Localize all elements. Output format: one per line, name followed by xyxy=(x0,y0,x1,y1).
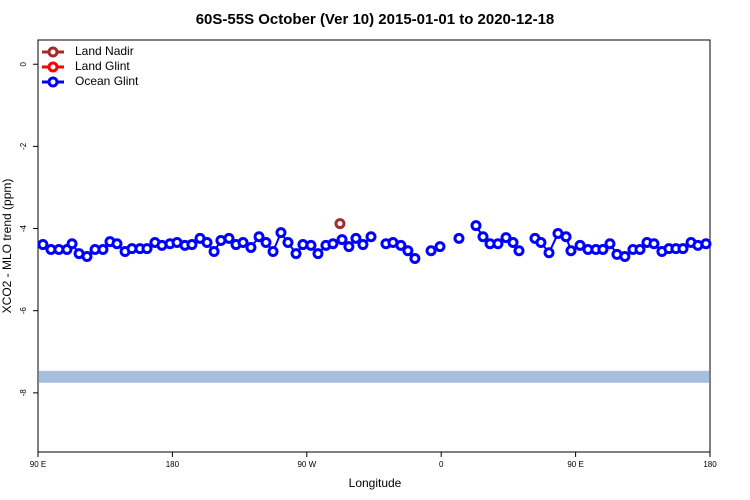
data-point xyxy=(312,248,324,260)
legend-label: Ocean Glint xyxy=(75,74,139,88)
data-point xyxy=(97,243,109,255)
data-point xyxy=(470,220,482,232)
data-point xyxy=(634,243,646,255)
data-point xyxy=(334,218,346,230)
x-tick-label: 180 xyxy=(166,460,180,469)
data-point xyxy=(290,248,302,260)
data-point xyxy=(409,253,421,265)
data-point xyxy=(186,239,198,251)
y-tick-label: -8 xyxy=(19,389,28,397)
x-axis-label: Longitude xyxy=(349,476,402,490)
data-point xyxy=(141,243,153,255)
data-point xyxy=(604,238,616,250)
x-tick-label: 90 E xyxy=(30,460,46,469)
y-axis-label: XCO2 - MLO trend (ppm) xyxy=(0,179,14,314)
data-point xyxy=(560,231,572,243)
legend-marker xyxy=(47,76,59,88)
data-point xyxy=(700,238,712,250)
data-point xyxy=(574,239,586,251)
data-point xyxy=(343,241,355,253)
data-point xyxy=(282,237,294,249)
y-tick-label: -4 xyxy=(19,224,28,232)
data-point xyxy=(453,232,465,244)
data-point xyxy=(350,232,362,244)
legend-label: Land Nadir xyxy=(75,44,134,58)
data-point xyxy=(111,238,123,250)
data-point xyxy=(336,234,348,246)
data-point xyxy=(619,250,631,262)
data-point xyxy=(535,237,547,249)
data-point xyxy=(253,231,265,243)
data-point xyxy=(648,238,660,250)
data-point xyxy=(425,245,437,257)
data-point xyxy=(543,247,555,259)
data-point xyxy=(208,246,220,258)
data-point xyxy=(245,241,257,253)
data-point xyxy=(305,239,317,251)
data-point xyxy=(275,227,287,239)
data-point xyxy=(365,231,377,243)
legend-marker xyxy=(47,61,59,73)
data-point xyxy=(597,243,609,255)
data-point xyxy=(260,237,272,249)
data-point xyxy=(677,243,689,255)
chart-title: 60S-55S October (Ver 10) 2015-01-01 to 2… xyxy=(196,11,555,28)
legend-marker xyxy=(47,46,59,58)
x-tick-label: 90 W xyxy=(297,460,316,469)
data-point xyxy=(237,237,249,249)
data-point xyxy=(395,239,407,251)
data-point xyxy=(434,241,446,253)
data-point xyxy=(223,232,235,244)
x-tick-label: 0 xyxy=(439,460,444,469)
x-tick-label: 90 E xyxy=(567,460,583,469)
x-tick-label: 180 xyxy=(703,460,717,469)
data-point xyxy=(66,238,78,250)
y-tick-label: -6 xyxy=(19,307,28,315)
data-point xyxy=(565,245,577,257)
data-point xyxy=(201,237,213,249)
data-point xyxy=(37,239,49,251)
data-point xyxy=(500,232,512,244)
data-point xyxy=(81,250,93,262)
data-point xyxy=(402,245,414,257)
data-point xyxy=(507,237,519,249)
legend-label: Land Glint xyxy=(75,59,130,73)
y-tick-label: -2 xyxy=(19,142,28,150)
data-point xyxy=(513,245,525,257)
data-point xyxy=(357,239,369,251)
data-point xyxy=(492,238,504,250)
data-point xyxy=(327,238,339,250)
y-tick-label: 0 xyxy=(19,61,28,66)
data-point xyxy=(267,246,279,258)
data-point xyxy=(477,231,489,243)
reference-band xyxy=(39,370,709,383)
